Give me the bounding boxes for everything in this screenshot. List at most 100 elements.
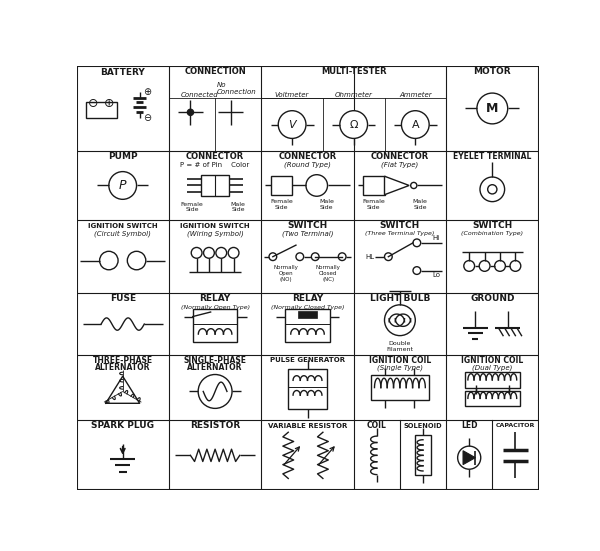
- Text: M: M: [486, 102, 499, 115]
- Circle shape: [198, 375, 232, 408]
- Text: Normally
Closed
(NC): Normally Closed (NC): [316, 266, 341, 282]
- Circle shape: [479, 261, 490, 271]
- Circle shape: [187, 109, 194, 115]
- Circle shape: [413, 239, 421, 247]
- Text: Male
Side: Male Side: [231, 202, 245, 213]
- Bar: [86, 101, 116, 118]
- Text: SPARK PLUG: SPARK PLUG: [91, 421, 154, 430]
- Text: (Wiring Symbol): (Wiring Symbol): [187, 231, 244, 237]
- Text: CAPACITOR: CAPACITOR: [496, 423, 535, 428]
- Text: P = # of Pin    Color: P = # of Pin Color: [181, 161, 250, 168]
- Text: (Dual Type): (Dual Type): [472, 365, 512, 371]
- Text: CONNECTION: CONNECTION: [184, 67, 246, 76]
- Bar: [363, 176, 385, 195]
- Bar: [464, 391, 520, 406]
- Text: GROUND: GROUND: [470, 294, 515, 303]
- Text: RESISTOR: RESISTOR: [190, 421, 240, 430]
- Text: Double
Filament: Double Filament: [386, 341, 413, 352]
- Text: Voltmeter: Voltmeter: [275, 92, 309, 98]
- Text: IGNITION SWITCH: IGNITION SWITCH: [180, 223, 250, 229]
- Circle shape: [278, 111, 306, 138]
- Text: LED: LED: [461, 421, 478, 430]
- Text: IGNITION COIL: IGNITION COIL: [369, 356, 431, 365]
- Circle shape: [306, 175, 328, 196]
- Circle shape: [191, 247, 202, 258]
- Circle shape: [413, 267, 421, 274]
- Text: IGNITION SWITCH: IGNITION SWITCH: [88, 223, 158, 229]
- Circle shape: [127, 251, 146, 270]
- Circle shape: [510, 261, 521, 271]
- Text: RELAY: RELAY: [199, 294, 231, 303]
- Text: A: A: [412, 120, 419, 129]
- Circle shape: [488, 185, 497, 194]
- Text: (Circuit Symbol): (Circuit Symbol): [94, 231, 151, 237]
- Text: (Two Terminal): (Two Terminal): [282, 231, 333, 237]
- Circle shape: [480, 177, 505, 202]
- Circle shape: [458, 446, 481, 469]
- Polygon shape: [463, 451, 475, 464]
- Circle shape: [216, 247, 227, 258]
- Text: CONNECTOR: CONNECTOR: [186, 152, 244, 161]
- Text: Ammeter: Ammeter: [399, 92, 431, 98]
- Circle shape: [385, 253, 392, 261]
- Bar: [288, 369, 327, 409]
- Bar: [298, 311, 317, 318]
- Text: Male
Side: Male Side: [319, 199, 334, 210]
- Text: HL: HL: [365, 253, 374, 260]
- Circle shape: [340, 111, 368, 138]
- Circle shape: [410, 182, 417, 188]
- Circle shape: [464, 261, 475, 271]
- Text: THREE-PHASE: THREE-PHASE: [92, 356, 153, 365]
- Circle shape: [296, 253, 304, 261]
- Polygon shape: [385, 176, 409, 195]
- Text: VARIABLE RESISTOR: VARIABLE RESISTOR: [268, 423, 347, 429]
- Text: (Normally Open Type): (Normally Open Type): [181, 305, 250, 310]
- Text: Lo: Lo: [432, 272, 440, 278]
- Circle shape: [385, 305, 415, 336]
- Bar: [271, 176, 292, 195]
- Text: SOLENOID: SOLENOID: [404, 423, 442, 429]
- Text: PUMP: PUMP: [108, 152, 137, 161]
- Text: Female
Side: Female Side: [181, 202, 203, 213]
- Text: P: P: [119, 179, 127, 192]
- Text: ⊖: ⊖: [88, 96, 98, 110]
- Circle shape: [338, 253, 346, 261]
- Text: RELAY: RELAY: [292, 294, 323, 303]
- Text: IGNITION COIL: IGNITION COIL: [461, 356, 523, 365]
- Text: (Combination Type): (Combination Type): [461, 231, 523, 236]
- Text: SWITCH: SWITCH: [380, 221, 420, 230]
- Text: (Round Type): (Round Type): [284, 161, 331, 168]
- Text: Normally
Open
(NO): Normally Open (NO): [274, 266, 298, 282]
- Text: BATTERY: BATTERY: [100, 68, 145, 77]
- Text: (Normally Closed Type): (Normally Closed Type): [271, 305, 344, 310]
- Circle shape: [100, 251, 118, 270]
- Text: MULTI-TESTER: MULTI-TESTER: [321, 67, 386, 76]
- Bar: [371, 375, 429, 400]
- Text: ⊕: ⊕: [143, 87, 151, 96]
- Bar: [415, 435, 431, 476]
- Text: (Flat Type): (Flat Type): [381, 161, 419, 168]
- Circle shape: [109, 171, 137, 199]
- Text: COIL: COIL: [367, 421, 387, 430]
- Text: CONNECTOR: CONNECTOR: [278, 152, 337, 161]
- Circle shape: [494, 261, 505, 271]
- Text: ALTERNATOR: ALTERNATOR: [187, 364, 243, 372]
- Bar: [193, 310, 238, 342]
- Bar: [464, 372, 520, 387]
- Circle shape: [311, 253, 319, 261]
- Text: Ω: Ω: [349, 120, 358, 129]
- Text: ⊖: ⊖: [143, 113, 151, 123]
- Text: Hi: Hi: [433, 235, 440, 241]
- Bar: [285, 310, 330, 342]
- Text: SWITCH: SWITCH: [472, 221, 512, 230]
- Text: (Single Type): (Single Type): [377, 365, 423, 371]
- Text: MOTOR: MOTOR: [473, 67, 511, 76]
- Text: CONNECTOR: CONNECTOR: [371, 152, 429, 161]
- Circle shape: [203, 247, 214, 258]
- Text: Female
Side: Female Side: [362, 199, 385, 210]
- Text: SWITCH: SWITCH: [287, 221, 328, 230]
- Circle shape: [228, 247, 239, 258]
- Text: ⊕: ⊕: [104, 96, 114, 110]
- Text: No
Connection: No Connection: [217, 82, 256, 95]
- Text: SINGLE-PHASE: SINGLE-PHASE: [184, 356, 247, 365]
